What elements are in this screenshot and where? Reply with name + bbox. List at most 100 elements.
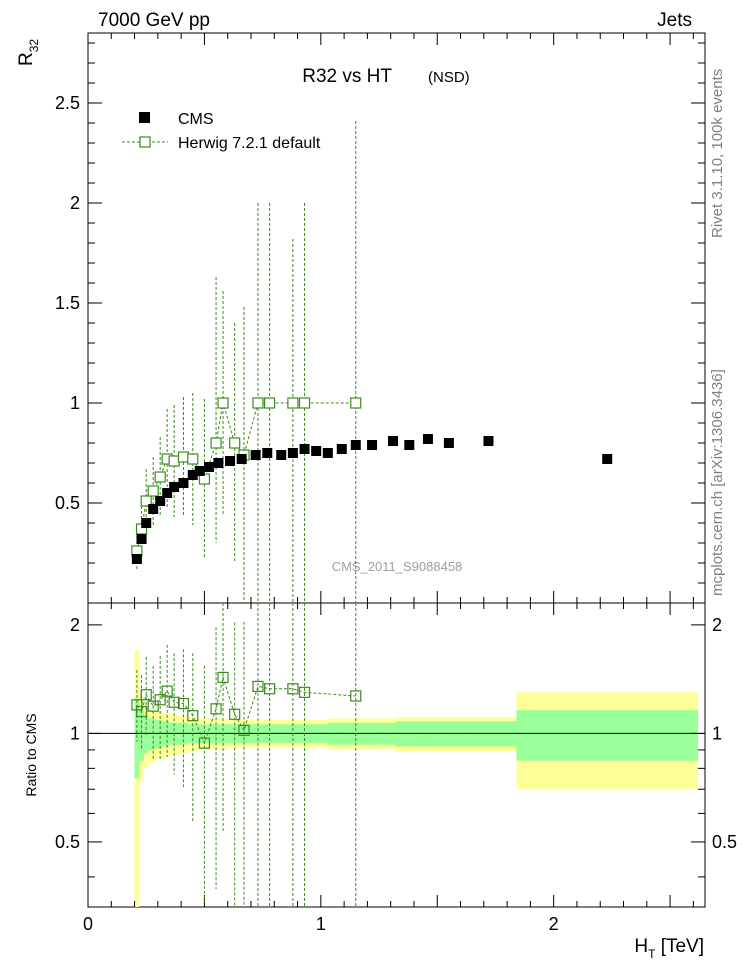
herwig-point (177, 451, 190, 463)
ratio-plot-series (131, 603, 362, 907)
cms-point (602, 454, 613, 464)
herwig-point (210, 437, 222, 449)
ratio-point (298, 686, 311, 698)
cms-point (136, 534, 147, 544)
cms-point (162, 488, 173, 498)
ratio-point (147, 700, 159, 712)
ratio-band-inner (162, 721, 170, 747)
cms-point (322, 448, 333, 458)
herwig-line (136, 402, 356, 552)
cms-point (287, 448, 298, 458)
y-tick-label: 2 (70, 193, 80, 213)
ratio-point (198, 737, 211, 749)
header-process: Jets (657, 10, 692, 31)
ratio-point (177, 697, 190, 710)
cms-point (131, 554, 142, 564)
chart-title: R32 vs HT (302, 66, 392, 87)
cms-point (276, 450, 287, 460)
ratio-plot-frame (87, 602, 706, 908)
x-tick-label: 2 (549, 914, 559, 934)
cms-point (213, 458, 224, 468)
x-axis-label: HT [TeV] (634, 936, 704, 961)
cms-point (367, 440, 378, 450)
ratio-ylabel: Ratio to CMS (23, 713, 39, 796)
rivet-label: Rivet 3.1.10, 100k events (709, 69, 726, 238)
ratio-band-inner (155, 719, 163, 749)
cms-point (443, 438, 454, 448)
ratio-line (136, 675, 356, 745)
ratio-point (217, 671, 229, 684)
cms-point (204, 462, 215, 472)
herwig-point (140, 495, 152, 507)
ratio-band-inner (441, 721, 466, 747)
cms-point (388, 436, 399, 446)
y-tick-label: 0.5 (55, 493, 80, 513)
herwig-point (147, 485, 159, 497)
cms-point (155, 496, 166, 506)
ratio-uncertainty-bands (88, 650, 705, 907)
ratio-y-tick-label: 1 (70, 723, 80, 743)
y-tick-label: 2.5 (55, 93, 80, 113)
ratio-band-outer (134, 650, 140, 907)
cms-point (299, 444, 310, 454)
cms-point (236, 454, 247, 464)
herwig-point (168, 455, 180, 467)
axes-ticks: 0 1 2 0.5 1 1.5 2 2.5 0.5 0.5 1 1 2 2 (55, 33, 737, 934)
cms-point (336, 444, 347, 454)
legend-cms-marker (139, 112, 150, 123)
cms-point (148, 504, 159, 514)
analysis-watermark: CMS_2011_S9088458 (332, 559, 463, 574)
cms-point (262, 448, 273, 458)
ratio-point (229, 708, 241, 720)
cms-point (194, 466, 205, 476)
ratio-point (252, 680, 264, 693)
cms-point (169, 482, 180, 492)
herwig-point (350, 397, 362, 409)
y-tick-label: 1.5 (55, 293, 80, 313)
cms-point (141, 518, 152, 528)
herwig-point (229, 437, 241, 449)
cms-point (422, 434, 433, 444)
cms-point (311, 446, 322, 456)
legend-herwig-label: Herwig 7.2.1 default (178, 135, 321, 152)
ratio-y-tick-label-right: 1 (712, 723, 722, 743)
cms-point (483, 436, 494, 446)
ratio-point (135, 705, 148, 718)
main-plot-series (131, 121, 613, 603)
ratio-band-inner (134, 698, 140, 779)
ratio-y-tick-label: 2 (70, 615, 80, 635)
cms-point (250, 450, 261, 460)
ratio-point (210, 703, 222, 715)
ratio-point (350, 690, 362, 702)
ratio-point (264, 683, 276, 695)
ratio-band-inner (516, 710, 699, 761)
herwig-point (187, 453, 199, 465)
ratio-point (168, 696, 180, 708)
ratio-band-inner (465, 721, 517, 747)
ratio-y-tick-label-right: 0.5 (712, 832, 737, 852)
y-tick-label: 1 (70, 393, 80, 413)
herwig-point (298, 397, 311, 409)
herwig-point (252, 397, 264, 409)
header-energy: 7000 GeV pp (98, 10, 210, 31)
cms-point (187, 470, 198, 480)
legend-herwig-marker (139, 136, 151, 148)
x-tick-label: 1 (316, 914, 326, 934)
ratio-point (154, 694, 166, 706)
ratio-point (161, 685, 173, 697)
x-tick-label: 0 (83, 914, 93, 934)
ratio-point (238, 724, 250, 736)
ratio-point (287, 683, 299, 695)
cms-point (350, 440, 361, 450)
ratio-y-tick-label: 0.5 (55, 832, 80, 852)
legend-cms-label: CMS (178, 111, 214, 128)
ratio-band-inner (395, 721, 419, 747)
legend: CMS Herwig 7.2.1 default (122, 111, 321, 152)
ratio-band-inner (418, 721, 442, 747)
ratio-y-tick-label-right: 2 (712, 615, 722, 635)
herwig-point (154, 471, 166, 483)
mcplots-label: mcplots.cern.ch [arXiv:1306.3436] (709, 369, 726, 596)
herwig-point (287, 397, 299, 409)
chart-subtitle: (NSD) (428, 69, 470, 86)
